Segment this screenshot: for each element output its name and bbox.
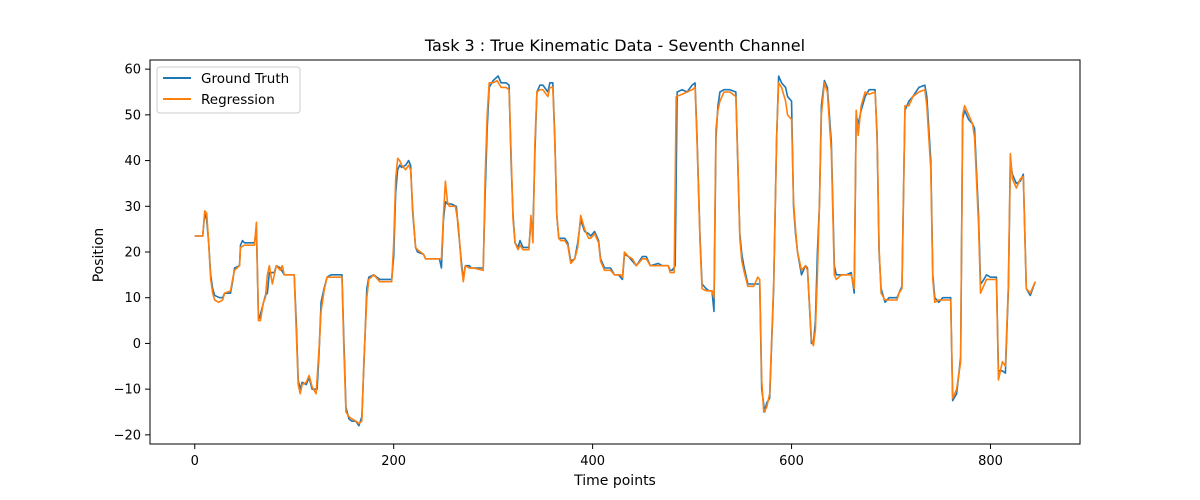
x-tick-label: 0 <box>191 454 199 469</box>
x-tick-label: 800 <box>978 454 1003 469</box>
x-tick-label: 400 <box>580 454 605 469</box>
legend: Ground Truth Regression <box>156 66 301 114</box>
y-tick-label: 60 <box>124 63 141 78</box>
y-tick-label: 0 <box>133 337 141 352</box>
y-tick-label: −10 <box>114 383 141 398</box>
x-tick-label: 200 <box>381 454 406 469</box>
series-line-regression <box>194 79 1036 425</box>
y-tick-label: 30 <box>124 200 141 215</box>
x-axis: 0 200 400 600 800 <box>191 444 1003 469</box>
x-axis-label: Time points <box>573 473 656 489</box>
chart-title: Task 3 : True Kinematic Data - Seventh C… <box>424 36 805 55</box>
y-tick-label: −20 <box>114 428 141 443</box>
legend-frame <box>156 66 301 114</box>
legend-label-ground-truth: Ground Truth <box>201 71 289 87</box>
y-tick-label: 10 <box>124 291 141 306</box>
y-tick-label: 50 <box>124 108 141 123</box>
y-axis-label: Position <box>91 228 107 283</box>
y-tick-label: 20 <box>124 246 141 261</box>
legend-label-regression: Regression <box>201 92 275 108</box>
series-layer <box>194 75 1036 427</box>
y-axis: −20 −10 0 10 20 30 40 50 60 <box>114 63 150 443</box>
y-tick-label: 40 <box>124 154 141 169</box>
plot-area: 0 200 400 600 800 −20 −10 0 10 20 30 40 50 60 <box>114 59 1081 469</box>
x-tick-label: 600 <box>779 454 804 469</box>
